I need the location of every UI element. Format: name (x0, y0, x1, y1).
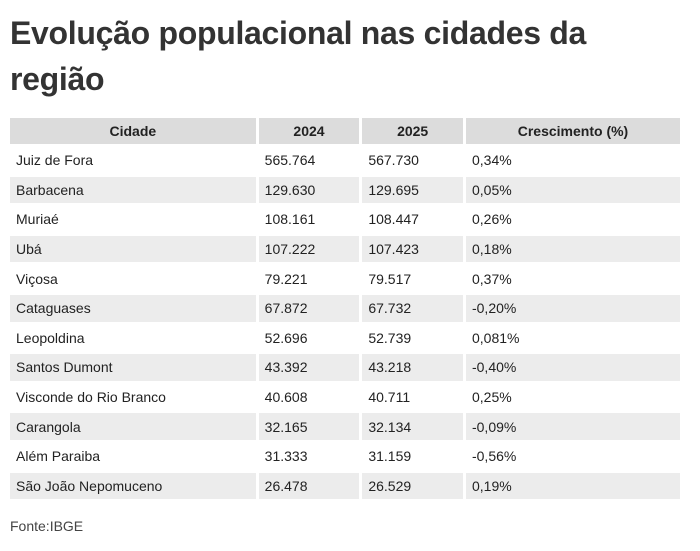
cell-2025: 567.730 (362, 147, 463, 174)
cell-2025: 52.739 (362, 324, 463, 352)
cell-crescimento: 0,25% (465, 383, 680, 411)
table-row: Ubá 107.222 107.423 0,18% (10, 235, 680, 263)
table-row: Santos Dumont 43.392 43.218 -0,40% (10, 354, 680, 381)
cell-2025: 32.134 (362, 413, 463, 440)
table-row: Leopoldina 52.696 52.739 0,081% (10, 324, 680, 352)
cell-2025: 26.529 (362, 472, 463, 500)
cell-2024: 40.608 (258, 383, 360, 411)
cell-2024: 31.333 (258, 442, 360, 470)
cell-2025: 129.695 (362, 176, 463, 204)
cell-cidade: Visconde do Rio Branco (10, 383, 256, 411)
table-body: Juiz de Fora 565.764 567.730 0,34% Barbacena… (10, 147, 680, 500)
population-table: Cidade 2024 2025 Crescimento (%) Juiz de… (7, 115, 683, 502)
cell-crescimento: 0,34% (465, 147, 680, 174)
cell-2025: 108.447 (362, 206, 463, 233)
cell-2024: 67.872 (258, 294, 360, 322)
table-row: Juiz de Fora 565.764 567.730 0,34% (10, 147, 680, 174)
table-header-row: Cidade 2024 2025 Crescimento (%) (10, 118, 680, 144)
table-row: Carangola 32.165 32.134 -0,09% (10, 413, 680, 440)
cell-2025: 43.218 (362, 354, 463, 381)
cell-2024: 108.161 (258, 206, 360, 233)
cell-cidade: Santos Dumont (10, 354, 256, 381)
cell-cidade: Além Paraiba (10, 442, 256, 470)
cell-cidade: Ubá (10, 235, 256, 263)
cell-cidade: Leopoldina (10, 324, 256, 352)
cell-2024: 26.478 (258, 472, 360, 500)
cell-2025: 79.517 (362, 265, 463, 292)
cell-crescimento: -0,09% (465, 413, 680, 440)
table-row: Além Paraiba 31.333 31.159 -0,56% (10, 442, 680, 470)
source-note: Fonte:IBGE (10, 518, 84, 534)
table-row: Muriaé 108.161 108.447 0,26% (10, 206, 680, 233)
cell-2025: 67.732 (362, 294, 463, 322)
page-title: Evolução populacional nas cidades da reg… (10, 15, 587, 97)
cell-crescimento: 0,37% (465, 265, 680, 292)
cell-2024: 107.222 (258, 235, 360, 263)
column-header-crescimento: Crescimento (%) (465, 118, 680, 144)
column-header-cidade: Cidade (10, 118, 256, 144)
table-row: São João Nepomuceno 26.478 26.529 0,19% (10, 472, 680, 500)
cell-cidade: Barbacena (10, 176, 256, 204)
cell-crescimento: 0,05% (465, 176, 680, 204)
cell-2024: 43.392 (258, 354, 360, 381)
cell-cidade: Viçosa (10, 265, 256, 292)
cell-crescimento: -0,56% (465, 442, 680, 470)
cell-2024: 32.165 (258, 413, 360, 440)
cell-2025: 40.711 (362, 383, 463, 411)
table-row: Viçosa 79.221 79.517 0,37% (10, 265, 680, 292)
cell-2024: 79.221 (258, 265, 360, 292)
cell-cidade: Juiz de Fora (10, 147, 256, 174)
cell-crescimento: 0,18% (465, 235, 680, 263)
cell-crescimento: 0,26% (465, 206, 680, 233)
cell-cidade: Muriaé (10, 206, 256, 233)
table-row: Barbacena 129.630 129.695 0,05% (10, 176, 680, 204)
cell-2024: 565.764 (258, 147, 360, 174)
cell-crescimento: 0,081% (465, 324, 680, 352)
cell-crescimento: -0,20% (465, 294, 680, 322)
table-row: Cataguases 67.872 67.732 -0,20% (10, 294, 680, 322)
cell-cidade: São João Nepomuceno (10, 472, 256, 500)
cell-cidade: Carangola (10, 413, 256, 440)
cell-2024: 129.630 (258, 176, 360, 204)
cell-crescimento: -0,40% (465, 354, 680, 381)
cell-2025: 31.159 (362, 442, 463, 470)
table-row: Visconde do Rio Branco 40.608 40.711 0,25% (10, 383, 680, 411)
column-header-2025: 2025 (362, 118, 463, 144)
cell-2025: 107.423 (362, 235, 463, 263)
column-header-2024: 2024 (258, 118, 360, 144)
cell-crescimento: 0,19% (465, 472, 680, 500)
cell-2024: 52.696 (258, 324, 360, 352)
cell-cidade: Cataguases (10, 294, 256, 322)
